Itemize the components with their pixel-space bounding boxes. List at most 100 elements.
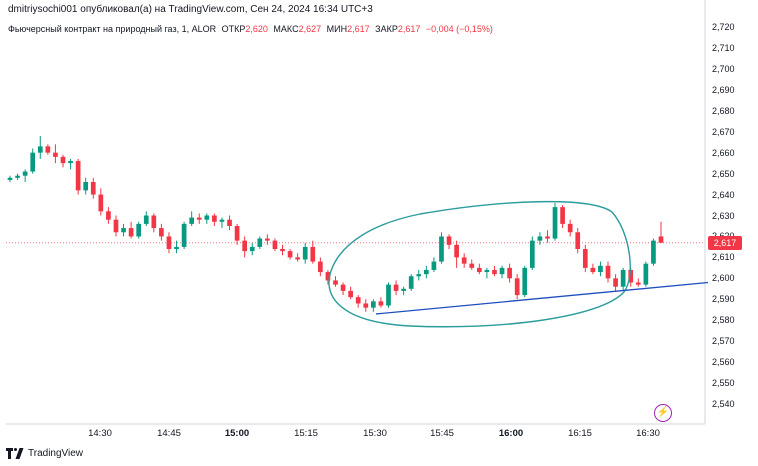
footer-brand: TradingView: [28, 448, 84, 459]
candle-body: [416, 274, 422, 277]
candle-body: [249, 246, 255, 252]
tradingview-logo-icon: [6, 448, 24, 459]
footer: TradingView: [6, 448, 83, 459]
candle-body: [628, 269, 634, 283]
price-tick-label: 2,600: [712, 273, 735, 284]
candle-body: [45, 146, 51, 153]
candle-body: [272, 240, 278, 250]
candle-body: [537, 236, 543, 241]
published-by-header: dmitriysochi001 опубликовал(а) на Tradin…: [8, 4, 373, 15]
candle-body: [280, 249, 285, 252]
candle-body: [325, 272, 331, 281]
candle-body: [408, 276, 414, 289]
candle-body: [469, 263, 475, 268]
price-tick-label: 2,590: [712, 294, 735, 305]
candle-body: [37, 146, 43, 153]
candle-body: [204, 215, 210, 220]
price-tick-label: 2,710: [712, 42, 735, 53]
candle-body: [371, 301, 376, 308]
candle-body: [575, 232, 581, 250]
candle-body: [60, 156, 66, 164]
price-tick-label: 2,610: [712, 252, 735, 263]
candle-body: [340, 284, 346, 291]
time-tick-label: 16:30: [636, 428, 660, 439]
candle-body: [98, 194, 104, 212]
candle-body: [75, 161, 81, 191]
candle-body: [431, 261, 437, 270]
candle-body: [567, 223, 573, 233]
candle-body: [401, 288, 406, 291]
candle-body: [83, 181, 89, 191]
candle-body: [363, 303, 369, 308]
candle-body: [348, 290, 353, 298]
price-tick-label: 2,560: [712, 357, 735, 368]
candle-body: [393, 284, 399, 291]
candle-body: [507, 267, 512, 279]
candle-body: [643, 263, 649, 285]
candle-body: [635, 282, 641, 285]
candle-body: [492, 269, 497, 275]
time-tick-label: 15:15: [294, 428, 318, 439]
candle-body: [454, 244, 459, 258]
candle-body: [113, 219, 119, 233]
candle-body: [227, 219, 232, 226]
candle-body: [476, 267, 482, 273]
price-tick-label: 2,630: [712, 210, 735, 221]
candle-body: [522, 267, 528, 296]
candle-body: [529, 240, 535, 268]
flash-icon[interactable]: ⚡: [654, 404, 672, 422]
candle-body: [446, 236, 452, 245]
candle-body: [219, 219, 225, 222]
candle-body: [545, 236, 550, 239]
candle-body: [651, 240, 656, 264]
candle-body: [302, 246, 308, 260]
candle-body: [582, 249, 588, 268]
candle-body: [189, 217, 195, 224]
candle-body: [333, 280, 338, 285]
candle-body: [257, 238, 263, 247]
price-tick-label: 2,700: [712, 63, 735, 74]
price-tick-label: 2,660: [712, 147, 735, 158]
price-tick-label: 2,640: [712, 189, 735, 200]
candle-body: [234, 225, 240, 241]
candle-body: [53, 152, 58, 157]
candle-body: [174, 246, 179, 250]
candle-body: [355, 297, 361, 304]
open-label: ОТКР: [221, 24, 246, 34]
candle-body: [598, 265, 603, 273]
candle-body: [128, 228, 134, 237]
candle-body: [159, 228, 164, 237]
candle-body: [106, 211, 111, 220]
candle-body: [287, 251, 293, 258]
candle-body: [620, 269, 626, 287]
candle-body: [386, 284, 391, 306]
candle-body: [461, 257, 467, 264]
time-tick-label: 14:45: [157, 428, 181, 439]
ellipse-drawing: [328, 200, 631, 328]
symbol-name: Фьючерсный контракт на природный газ, 1,…: [8, 24, 217, 34]
time-tick-label: 16:00: [498, 428, 524, 439]
candle-body: [658, 236, 664, 243]
candle-body: [439, 236, 444, 262]
close-value: 2,617: [397, 24, 421, 34]
candle-body: [212, 215, 217, 222]
candle-body: [560, 207, 565, 224]
candle-body: [423, 269, 429, 275]
candle-body: [181, 223, 187, 247]
candle-body: [552, 207, 558, 239]
candle-body: [310, 246, 316, 262]
candle-body: [143, 215, 149, 224]
price-tick-label: 2,550: [712, 378, 735, 389]
candle-body: [151, 215, 157, 229]
open-value: 2,620: [245, 24, 268, 34]
candle-body: [15, 175, 20, 178]
price-tick-label: 2,670: [712, 126, 735, 137]
price-tick-label: 2,720: [712, 22, 735, 32]
price-tick-label: 2,680: [712, 105, 735, 116]
candle-body: [613, 278, 618, 287]
price-tick-label: 2,540: [712, 399, 735, 409]
low-label: МИН: [326, 24, 348, 34]
candle-body: [265, 238, 270, 241]
candle-body: [22, 171, 28, 176]
